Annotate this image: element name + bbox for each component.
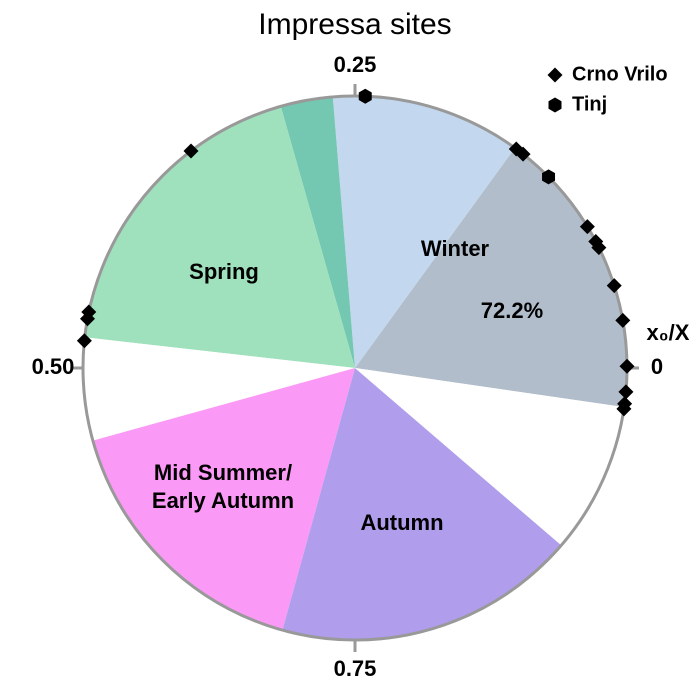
tick-label: 0.75 — [334, 656, 377, 680]
data-point — [616, 401, 632, 417]
tick-label: 0 — [651, 354, 663, 379]
legend-label: Crno Vrilo — [572, 63, 668, 85]
sector — [82, 337, 355, 441]
data-point — [579, 219, 595, 235]
data-point — [358, 88, 372, 104]
sector-label: Spring — [189, 259, 259, 284]
data-point — [618, 384, 634, 400]
data-point — [76, 333, 92, 349]
sector — [355, 368, 625, 546]
sector-label: Winter — [421, 236, 490, 261]
legend-label: Tinj — [572, 93, 607, 115]
legend-marker — [547, 67, 563, 83]
axis-label: x₀/X — [647, 320, 690, 345]
sector — [332, 96, 515, 369]
data-point — [80, 311, 96, 327]
data-point — [591, 240, 607, 256]
sector — [92, 368, 355, 631]
sector — [280, 96, 355, 369]
data-point — [606, 278, 622, 294]
legend-marker — [548, 97, 562, 113]
tick-label: 0.50 — [32, 354, 75, 379]
sector-label: Autumn — [360, 510, 443, 535]
sector-label: Mid Summer/Early Autumn — [152, 460, 294, 513]
chart-title: Impressa sites — [258, 8, 451, 41]
tick-label: 0.25 — [334, 52, 377, 77]
sector — [282, 368, 562, 640]
sector — [84, 106, 355, 368]
data-point — [615, 312, 631, 328]
annotation: 72.2% — [481, 298, 543, 323]
sector — [355, 147, 628, 408]
data-point — [619, 358, 635, 374]
data-point — [542, 169, 556, 185]
data-point — [515, 146, 531, 162]
data-point — [183, 143, 199, 159]
